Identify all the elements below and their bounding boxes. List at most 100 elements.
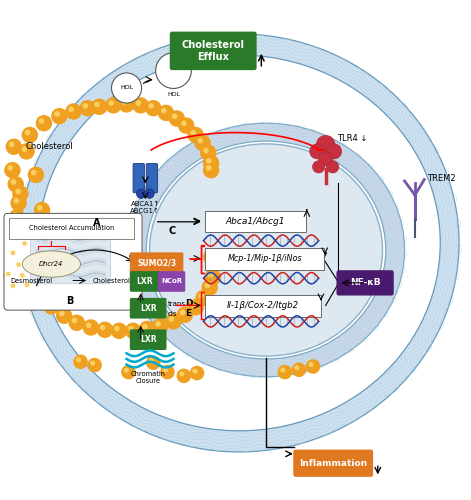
Circle shape bbox=[209, 262, 213, 266]
Circle shape bbox=[313, 161, 325, 173]
Circle shape bbox=[13, 186, 28, 201]
Circle shape bbox=[166, 314, 181, 329]
Circle shape bbox=[40, 233, 55, 248]
Text: SUMO2/3: SUMO2/3 bbox=[137, 258, 176, 268]
Circle shape bbox=[109, 101, 113, 105]
Circle shape bbox=[145, 189, 154, 198]
Circle shape bbox=[7, 272, 10, 276]
Text: TLR4 ↓: TLR4 ↓ bbox=[337, 134, 368, 143]
Circle shape bbox=[9, 252, 14, 257]
Circle shape bbox=[28, 278, 32, 282]
Circle shape bbox=[195, 136, 210, 150]
Circle shape bbox=[175, 74, 177, 76]
Circle shape bbox=[126, 324, 141, 338]
Circle shape bbox=[32, 170, 36, 174]
FancyBboxPatch shape bbox=[31, 230, 111, 284]
Circle shape bbox=[112, 324, 127, 338]
Circle shape bbox=[173, 72, 181, 80]
Circle shape bbox=[25, 258, 37, 270]
Circle shape bbox=[149, 359, 153, 362]
Circle shape bbox=[204, 148, 208, 152]
Circle shape bbox=[122, 366, 135, 378]
Circle shape bbox=[168, 63, 170, 65]
Circle shape bbox=[326, 144, 341, 159]
Circle shape bbox=[106, 98, 121, 113]
Circle shape bbox=[8, 166, 12, 170]
Text: Abca1/Abcg1: Abca1/Abcg1 bbox=[226, 217, 285, 226]
Circle shape bbox=[28, 168, 43, 182]
Circle shape bbox=[20, 239, 32, 252]
Text: LXR: LXR bbox=[140, 335, 156, 344]
Circle shape bbox=[31, 248, 43, 261]
Circle shape bbox=[19, 144, 34, 159]
Circle shape bbox=[203, 162, 219, 178]
Circle shape bbox=[8, 176, 23, 192]
Circle shape bbox=[95, 102, 99, 106]
Circle shape bbox=[9, 210, 24, 224]
Circle shape bbox=[326, 161, 339, 173]
Circle shape bbox=[188, 128, 203, 142]
Text: ABCA1↑
ABCG1↑: ABCA1↑ ABCG1↑ bbox=[130, 201, 160, 214]
Circle shape bbox=[172, 114, 177, 118]
Circle shape bbox=[137, 189, 146, 198]
FancyBboxPatch shape bbox=[4, 214, 142, 310]
Circle shape bbox=[318, 152, 333, 166]
Circle shape bbox=[209, 273, 213, 277]
Circle shape bbox=[6, 250, 21, 264]
Circle shape bbox=[44, 299, 59, 314]
Circle shape bbox=[196, 290, 211, 306]
FancyBboxPatch shape bbox=[205, 295, 321, 316]
Circle shape bbox=[69, 107, 73, 112]
Circle shape bbox=[147, 356, 160, 370]
Circle shape bbox=[34, 251, 37, 254]
Circle shape bbox=[14, 262, 29, 276]
Circle shape bbox=[57, 308, 72, 324]
Circle shape bbox=[205, 259, 220, 274]
Circle shape bbox=[6, 139, 21, 154]
Circle shape bbox=[66, 104, 81, 119]
Text: Inflammation: Inflammation bbox=[299, 458, 367, 468]
Circle shape bbox=[149, 104, 153, 108]
Circle shape bbox=[92, 100, 107, 114]
Circle shape bbox=[11, 251, 15, 254]
Ellipse shape bbox=[128, 123, 405, 377]
Circle shape bbox=[190, 366, 203, 380]
Circle shape bbox=[22, 219, 37, 234]
Text: LXR: LXR bbox=[140, 304, 156, 312]
Circle shape bbox=[38, 206, 42, 210]
Ellipse shape bbox=[22, 251, 81, 277]
Circle shape bbox=[203, 250, 219, 264]
Circle shape bbox=[156, 322, 160, 326]
FancyBboxPatch shape bbox=[8, 218, 134, 239]
Circle shape bbox=[199, 294, 203, 298]
Circle shape bbox=[21, 274, 24, 277]
Circle shape bbox=[112, 73, 142, 103]
Text: A: A bbox=[93, 218, 101, 228]
FancyBboxPatch shape bbox=[130, 271, 160, 292]
Circle shape bbox=[74, 355, 87, 368]
Circle shape bbox=[309, 362, 313, 366]
Circle shape bbox=[47, 302, 51, 306]
Text: trans: trans bbox=[167, 300, 186, 306]
Circle shape bbox=[278, 366, 292, 378]
Circle shape bbox=[205, 283, 210, 288]
Circle shape bbox=[198, 138, 203, 143]
FancyBboxPatch shape bbox=[130, 252, 183, 274]
Circle shape bbox=[119, 97, 134, 112]
Circle shape bbox=[281, 368, 284, 372]
Circle shape bbox=[207, 159, 211, 163]
Circle shape bbox=[114, 326, 119, 330]
Circle shape bbox=[177, 308, 192, 322]
Circle shape bbox=[177, 64, 179, 67]
Circle shape bbox=[207, 166, 211, 170]
FancyBboxPatch shape bbox=[130, 298, 166, 318]
Circle shape bbox=[158, 106, 173, 120]
Circle shape bbox=[55, 112, 59, 116]
Circle shape bbox=[34, 277, 47, 289]
Circle shape bbox=[143, 324, 147, 328]
Circle shape bbox=[34, 288, 49, 304]
Circle shape bbox=[177, 370, 190, 382]
Circle shape bbox=[207, 252, 211, 257]
Text: TREM2: TREM2 bbox=[427, 174, 455, 183]
Circle shape bbox=[153, 318, 168, 334]
